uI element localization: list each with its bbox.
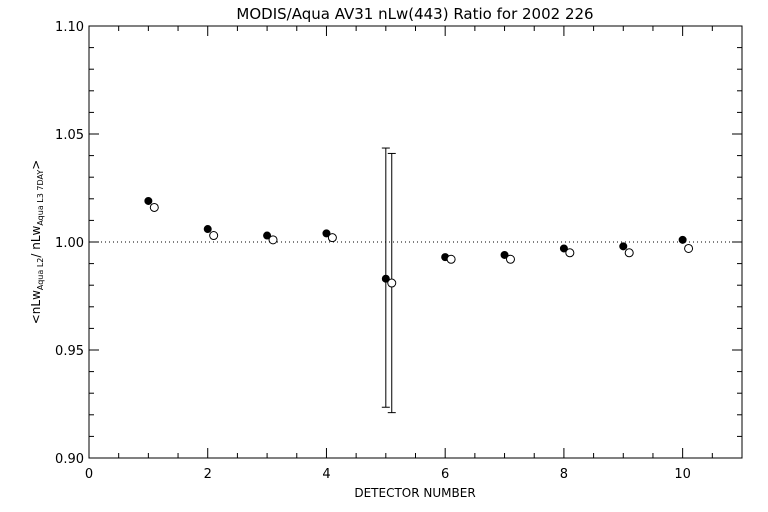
open-data-point [327, 233, 337, 243]
y-axis-label-mid: / nLw [29, 225, 43, 257]
filled-data-point [381, 274, 390, 283]
open-data-point [684, 243, 694, 253]
filled-data-point [322, 229, 331, 238]
open-data-point [387, 278, 397, 288]
y-axis-ticks: 0.90 0.95 1.00 1.05 1.10 [55, 20, 742, 467]
y-tick-label: 1.00 [55, 236, 84, 251]
plot-frame [88, 25, 743, 459]
plot-border [88, 25, 743, 459]
y-axis-label-open: <nLw [29, 290, 43, 324]
filled-data-point [144, 196, 153, 205]
open-data-point [209, 231, 219, 241]
y-tick-label: 1.10 [55, 20, 84, 35]
x-axis-label: DETECTOR NUMBER [354, 486, 475, 500]
y-axis-label-sub2: Aqua L3 7DAY [36, 170, 45, 226]
open-data-point [268, 235, 278, 245]
x-tick-label: 4 [322, 467, 330, 482]
filled-data-point [263, 231, 272, 240]
chart-title: MODIS/Aqua AV31 nLw(443) Ratio for 2002 … [236, 5, 593, 23]
x-tick-label: 6 [441, 467, 449, 482]
y-tick-label: 0.90 [55, 452, 84, 467]
x-tick-label: 0 [85, 467, 93, 482]
filled-data-point [559, 244, 568, 253]
x-tick-label: 8 [560, 467, 568, 482]
open-data-point [149, 202, 159, 212]
y-axis-label: <nLwAqua L2/ nLwAqua L3 7DAY> [29, 160, 45, 325]
data-points-group [144, 196, 694, 288]
x-tick-label: 10 [674, 467, 691, 482]
y-tick-label: 1.05 [55, 128, 84, 143]
open-data-point [624, 248, 634, 258]
open-data-point [505, 254, 515, 264]
filled-data-point [500, 250, 509, 259]
y-tick-label: 0.95 [55, 344, 84, 359]
x-tick-label: 2 [204, 467, 212, 482]
y-axis-label-close: > [29, 160, 43, 170]
x-axis-ticks: 0 2 4 6 8 10 [85, 26, 743, 482]
open-data-point [565, 248, 575, 258]
filled-data-point [619, 242, 628, 251]
filled-data-point [678, 235, 687, 244]
open-data-point [446, 254, 456, 264]
filled-data-point [203, 225, 212, 234]
y-axis-label-sub1: Aqua L2 [36, 258, 45, 290]
